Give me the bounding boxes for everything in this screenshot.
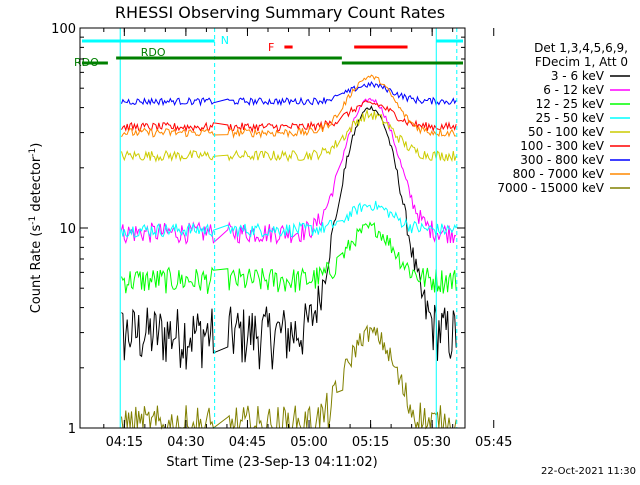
x-tick-label: 04:15 — [106, 435, 143, 450]
series-line — [121, 108, 457, 163]
y-axis-label-sup-2: -1 — [28, 148, 38, 157]
y-axis: 1 10 100 — [51, 22, 465, 437]
legend-item-label: 12 - 25 keV — [536, 97, 605, 111]
legend-header-1: Det 1,3,4,5,6,9, — [534, 41, 628, 55]
y-tick-label: 1 — [68, 422, 76, 437]
series-line — [121, 221, 457, 294]
legend-item-label: 6 - 12 keV — [543, 83, 605, 97]
series-line — [121, 105, 457, 370]
y-axis-label-part-2: detector — [29, 156, 44, 216]
y-axis-label-sup: -1 — [28, 216, 38, 225]
series-line — [121, 200, 457, 238]
x-tick-label: 04:45 — [229, 435, 266, 450]
series-line — [121, 100, 457, 134]
x-tick-label: 04:30 — [167, 435, 204, 450]
x-tick-label: 05:30 — [413, 435, 450, 450]
y-axis-label: Count Rate (s-1 detector-1) — [28, 143, 44, 314]
rdo-flag-label: RDO — [141, 46, 166, 59]
x-tick-label: 05:45 — [475, 435, 512, 450]
y-axis-label-part: Count Rate (s — [29, 225, 44, 314]
timestamp: 22-Oct-2021 11:30 — [541, 466, 636, 477]
legend-item-label: 3 - 6 keV — [551, 69, 605, 83]
legend-header-2: FDecim 1, Att 0 — [535, 55, 628, 69]
x-axis-label: Start Time (23-Sep-13 04:11:02) — [166, 455, 377, 470]
flare-flag-label: F — [268, 41, 274, 54]
legend-item-label: 50 - 100 keV — [528, 125, 605, 139]
legend-item-label: 100 - 300 keV — [520, 139, 604, 153]
legend-item-label: 300 - 800 keV — [520, 153, 604, 167]
y-tick-label: 10 — [59, 222, 76, 237]
x-tick-label: 05:15 — [352, 435, 389, 450]
x-axis: 04:15 04:30 04:45 05:00 05:15 05:30 05:45 — [103, 28, 512, 450]
legend-item-label: 25 - 50 keV — [536, 111, 605, 125]
y-tick-label: 100 — [51, 22, 76, 37]
chart-title: RHESSI Observing Summary Count Rates — [115, 3, 445, 22]
x-tick-label: 05:00 — [290, 435, 327, 450]
rdo-flag-label-2: RDO — [74, 56, 99, 69]
y-axis-label-end: ) — [29, 143, 44, 148]
night-flag-label: N — [221, 34, 229, 47]
legend-item-label: 7000 - 15000 keV — [497, 181, 604, 195]
legend-item-label: 800 - 7000 keV — [513, 167, 605, 181]
series-line — [121, 81, 457, 107]
series-layer — [121, 74, 457, 430]
series-line — [121, 74, 457, 139]
legend: Det 1,3,4,5,6,9, FDecim 1, Att 0 3 - 6 k… — [497, 41, 630, 195]
